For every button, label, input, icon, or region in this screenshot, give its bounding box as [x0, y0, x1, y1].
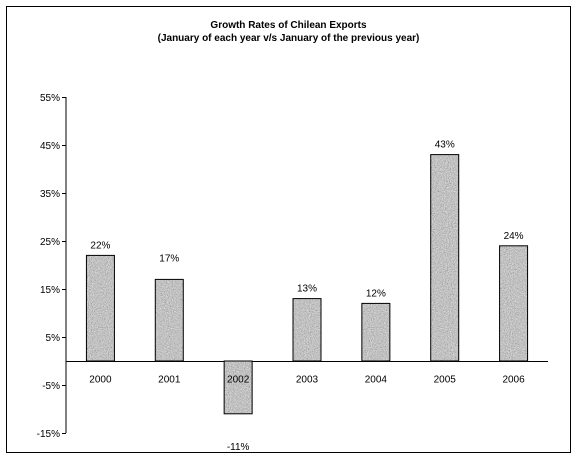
bar-texture [86, 255, 115, 361]
bar-texture [224, 361, 253, 414]
bar-texture [361, 303, 390, 361]
y-tick-label: 45% [40, 141, 60, 152]
bar-texture [499, 245, 528, 361]
y-tick-label: -15% [37, 429, 60, 440]
axes: 55% 45% 35% 25% 15% 5% -5% -15% [37, 93, 548, 440]
data-label: 12% [366, 288, 386, 299]
x-tick-label: 2000 [89, 375, 112, 386]
x-tick-label: 2006 [502, 375, 525, 386]
bars [85, 154, 529, 415]
bar-outline [430, 154, 460, 362]
y-tick-label: 25% [40, 237, 60, 248]
bar-outline [292, 298, 322, 362]
data-label: -11% [227, 442, 250, 453]
x-tick-label: 2003 [296, 375, 319, 386]
bar-outline [361, 302, 391, 362]
bar-texture [293, 298, 321, 361]
x-tick-label: 2001 [158, 375, 181, 386]
bar-outline [223, 360, 253, 415]
data-label: 43% [435, 140, 455, 151]
y-tick-label: 55% [40, 93, 60, 104]
bar-outline [499, 245, 529, 362]
x-tick-label: 2004 [365, 375, 388, 386]
x-tick-label: 2005 [434, 375, 457, 386]
data-label: 22% [90, 240, 110, 251]
bar-outline [154, 278, 184, 362]
data-label: 13% [297, 284, 317, 295]
bar-texture [430, 154, 459, 361]
y-tick-label: 15% [40, 285, 60, 296]
bar-outline [85, 254, 115, 362]
chart-title: Growth Rates of Chilean Exports [210, 20, 367, 31]
chart-frame: Growth Rates of Chilean Exports (January… [6, 6, 571, 453]
data-label: 17% [159, 253, 179, 264]
chart-subtitle: (January of each year v/s January of the… [157, 33, 420, 44]
y-tick-label: 5% [46, 333, 61, 344]
data-label: 24% [504, 231, 524, 242]
y-tick-label: -5% [42, 381, 60, 392]
data-labels: 2000 22% 2001 17% 2002 -11% 2003 13% 2004 12% 2005… [89, 140, 525, 453]
bar-texture [155, 279, 184, 361]
y-tick-label: 35% [40, 189, 60, 200]
x-tick-label: 2002 [227, 375, 250, 386]
chart-title-block: Growth Rates of Chilean Exports (January… [7, 19, 570, 45]
